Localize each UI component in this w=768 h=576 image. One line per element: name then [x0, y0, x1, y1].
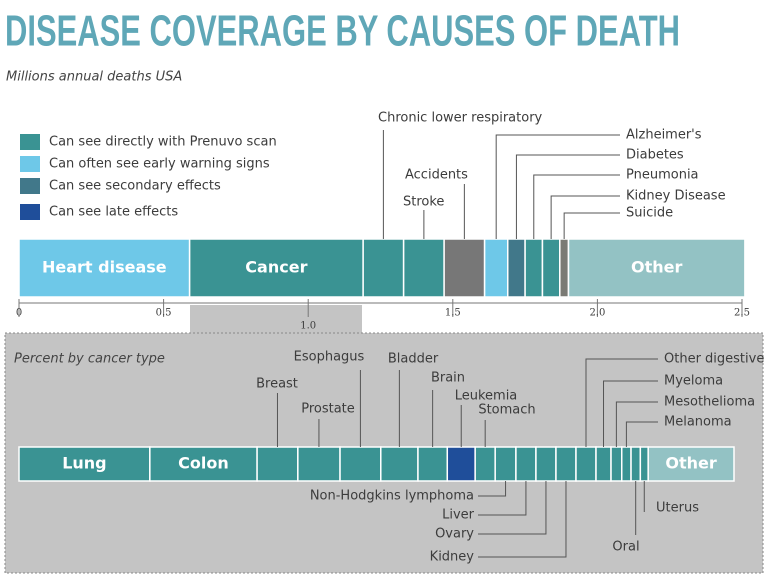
segment-label: Other digestive: [664, 352, 764, 367]
segment-label: Suicide: [626, 206, 673, 221]
bar-segment: [256, 446, 299, 482]
bar-segment: [555, 446, 577, 482]
leader-line: [603, 380, 658, 447]
leader-line: [533, 174, 620, 239]
bar-segment: [297, 446, 341, 482]
bar-segment: [541, 238, 561, 298]
x-tick-label: 2.0: [589, 308, 605, 319]
segment-label: Leukemia: [455, 389, 518, 404]
bar-segment: [188, 238, 364, 298]
bar-segment: [402, 238, 445, 298]
legend-label: Can often see early warning signs: [49, 157, 270, 172]
segment-label: Myeloma: [664, 374, 723, 389]
legend-label: Can see secondary effects: [49, 179, 221, 194]
leader-line: [495, 134, 620, 239]
legend-label: Can see late effects: [49, 205, 178, 220]
segment-label: Diabetes: [626, 148, 684, 163]
legend-swatch: [20, 178, 40, 194]
x-tick-label: 0.5: [156, 308, 172, 319]
segment-label: Esophagus: [294, 350, 365, 365]
bar-segment: [506, 238, 526, 298]
leader-line: [478, 481, 567, 558]
segment-label: Accidents: [405, 168, 468, 183]
bar-segment: [524, 238, 544, 298]
bar-segment: [567, 238, 746, 298]
bar-segment: [443, 238, 486, 298]
title: DISEASE COVERAGE BY CAUSES OF DEATH: [5, 7, 680, 56]
segment-label: Melanoma: [664, 415, 732, 430]
bar-segment: [446, 446, 476, 482]
segment-label: Cancer: [245, 258, 307, 277]
leader-line: [615, 401, 658, 447]
segment-label: Breast: [256, 377, 298, 392]
segment-label: Non-Hodgkins lymphoma: [310, 489, 474, 504]
segment-label: Oral: [612, 540, 639, 555]
leader-line: [550, 195, 620, 239]
legend-swatch: [20, 204, 40, 220]
bar-segment: [515, 446, 537, 482]
bar-segment: [559, 238, 570, 298]
segment-label: Stroke: [403, 195, 444, 210]
leader-line: [478, 481, 507, 497]
segment-label: Uterus: [656, 501, 699, 516]
legend-label: Can see directly with Prenuvo scan: [49, 135, 277, 150]
bar-segment: [639, 446, 649, 482]
segment-label: Other: [631, 258, 682, 277]
segment-label: Kidney: [430, 550, 475, 565]
panel-title: Percent by cancer type: [14, 352, 165, 367]
bar-segment: [630, 446, 642, 482]
x-tick-label: 1.0: [300, 321, 316, 332]
bar-segment: [380, 446, 419, 482]
segment-label: Stomach: [478, 403, 535, 418]
leader-line: [625, 421, 658, 447]
bar-segment: [647, 446, 735, 482]
segment-label: Kidney Disease: [626, 189, 726, 204]
bar-segment: [494, 446, 517, 482]
x-tick-label: 0: [16, 308, 22, 319]
legend-swatch: [20, 156, 40, 172]
leader-line: [585, 358, 658, 447]
segment-label: Prostate: [301, 402, 355, 417]
segment-label: Bladder: [388, 352, 439, 367]
segment-label: Mesothelioma: [664, 395, 755, 410]
bar-segment: [18, 238, 191, 298]
segment-label: Colon: [178, 454, 229, 473]
segment-label: Ovary: [435, 527, 474, 542]
x-tick-label: 1.5: [445, 308, 461, 319]
leader-line: [478, 481, 527, 516]
bar-segment: [620, 446, 632, 482]
bar-segment: [474, 446, 496, 482]
segment-label: Liver: [442, 508, 475, 523]
segment-label: Other: [665, 454, 716, 473]
bar-segment: [483, 238, 509, 298]
bar-segment: [575, 446, 597, 482]
bar-segment: [535, 446, 557, 482]
bar-segment: [339, 446, 382, 482]
segment-label: Chronic lower respiratory: [378, 111, 543, 126]
leader-line: [563, 212, 620, 239]
bar-segment: [417, 446, 449, 482]
segment-label: Brain: [431, 371, 465, 386]
leader-line: [478, 481, 547, 535]
bar-segment: [595, 446, 612, 482]
segment-label: Heart disease: [42, 258, 167, 277]
bar-segment: [610, 446, 623, 482]
x-tick-label: 2.5: [734, 308, 750, 319]
legend-swatch: [20, 134, 40, 150]
segment-label: Lung: [62, 454, 106, 473]
zoom-connector: [190, 305, 362, 333]
segment-label: Alzheimer's: [626, 128, 702, 143]
segment-label: Pneumonia: [626, 168, 699, 183]
subtitle: Millions annual deaths USA: [6, 70, 182, 85]
bar-segment: [362, 238, 405, 298]
leader-line: [515, 154, 620, 239]
